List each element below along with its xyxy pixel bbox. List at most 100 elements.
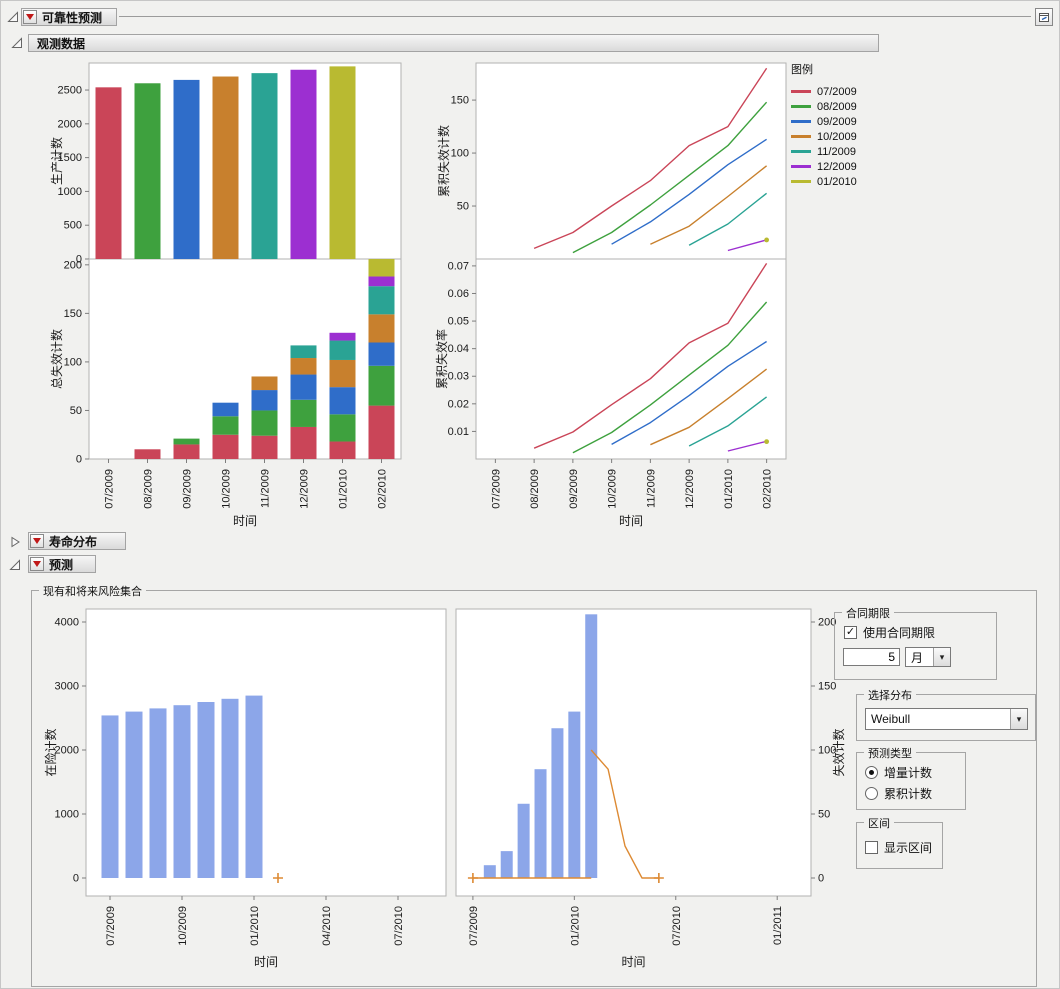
svg-text:10/2009: 10/2009 [607, 469, 619, 509]
observed-data-header[interactable]: 观测数据 [28, 34, 879, 52]
legend-item[interactable]: 12/2009 [791, 159, 921, 174]
legend-item[interactable]: 01/2010 [791, 174, 921, 189]
svg-text:02/2010: 02/2010 [762, 469, 774, 509]
plus-marker [653, 873, 664, 883]
radio-cumulative-count[interactable]: 累积计数 [865, 785, 932, 802]
svg-text:2500: 2500 [58, 85, 82, 97]
bar [134, 83, 161, 259]
risk-set-group-title: 现有和将来风险集合 [39, 583, 146, 599]
svg-text:0.05: 0.05 [448, 316, 469, 328]
red-triangle-icon [33, 538, 41, 544]
svg-text:01/2011: 01/2011 [772, 906, 784, 945]
forecast-failure-chart[interactable]: 0 50 100 150 200 07/2009 01/2010 07/2010 01/2011… [451, 601, 851, 986]
svg-text:100: 100 [451, 148, 469, 160]
radio-incremental-count[interactable]: 增量计数 [865, 764, 932, 781]
use-contract-length-checkbox[interactable]: ✓ 使用合同期限 [844, 624, 935, 641]
production_counts-svg[interactable]: 0 500 1000 1500 2000 2500 生产计数 [41, 55, 409, 267]
interval-title: 区间 [864, 815, 894, 831]
svg-text:01/2010: 01/2010 [723, 469, 735, 509]
stack-segment [368, 342, 395, 366]
series-line [533, 263, 768, 449]
legend-swatch [791, 180, 811, 183]
disclosure-open-icon[interactable] [9, 559, 21, 571]
risk-bar [197, 702, 215, 878]
select-distribution-title: 选择分布 [864, 687, 916, 703]
forecast_failures-svg[interactable]: 0 50 100 150 200 07/2009 01/2010 07/2010 01/2011… [451, 601, 851, 986]
bar [212, 76, 239, 259]
svg-text:50: 50 [457, 201, 469, 213]
red-triangle-menu-button[interactable] [30, 557, 44, 571]
select-distribution-group: 选择分布 Weibull ▾ [856, 687, 1036, 741]
y-axis-label: 累积失效率 [434, 329, 449, 389]
legend-item[interactable]: 07/2009 [791, 84, 921, 99]
interval-group: 区间 显示区间 [856, 815, 943, 869]
svg-text:0.04: 0.04 [448, 343, 469, 355]
life-distribution-header[interactable]: 寿命分布 [28, 532, 126, 550]
svg-text:08/2009: 08/2009 [143, 469, 155, 509]
production-count-chart[interactable]: 0 500 1000 1500 2000 2500 生产计数 [41, 55, 409, 267]
stack-segment [368, 365, 395, 406]
svg-text:0: 0 [76, 254, 82, 266]
show-interval-checkbox[interactable]: 显示区间 [865, 839, 932, 856]
x-axis-label: 时间 [233, 514, 257, 528]
risk_set-svg[interactable]: 0 1000 2000 3000 4000 07/2009 10/2009 01/2010 04… [41, 601, 471, 986]
svg-text:10/2009: 10/2009 [177, 906, 189, 946]
cumulative_failure_rate-svg[interactable]: 0.01 0.02 0.03 0.04 0.05 0.06 0.07 07/2009 08/20… [431, 258, 811, 531]
legend-swatch [791, 105, 811, 108]
cumulative_failure_counts-svg[interactable]: 50 100 150 累积失效计数 [431, 55, 811, 267]
legend-label: 09/2009 [817, 115, 857, 128]
disclosure-collapsed-icon[interactable] [9, 536, 21, 548]
svg-text:07/2010: 07/2010 [671, 906, 683, 946]
contract-length-input[interactable] [843, 648, 900, 666]
risk-set-chart[interactable]: 0 1000 2000 3000 4000 07/2009 10/2009 01/2010 04… [41, 601, 471, 986]
forecast-header[interactable]: 预测 [28, 555, 96, 573]
risk-bar [245, 695, 263, 878]
root-outline-header[interactable]: 可靠性预测 [21, 8, 117, 26]
distribution-dropdown[interactable]: Weibull ▾ [865, 708, 1028, 730]
disclosure-open-icon[interactable] [7, 11, 19, 23]
x-axis-label: 时间 [619, 514, 643, 528]
stack-segment [134, 449, 161, 459]
red-triangle-menu-button[interactable] [30, 534, 44, 548]
series-point [764, 237, 770, 243]
plot-frame [85, 608, 447, 897]
legend-item[interactable]: 10/2009 [791, 129, 921, 144]
legend-item[interactable]: 08/2009 [791, 99, 921, 114]
forecast-type-title: 预测类型 [864, 745, 916, 761]
show-interval-label: 显示区间 [884, 841, 933, 855]
stack-segment [212, 416, 239, 435]
total-failure-count-chart[interactable]: 0 50 100 150 200 07/2009 08/2009 09/2009 10/2009… [41, 258, 409, 531]
contract-unit-dropdown[interactable]: 月 ▾ [905, 647, 951, 667]
bar [173, 79, 200, 260]
failure-bar [517, 803, 530, 878]
stack-segment [251, 390, 278, 411]
cumulative-failure-count-chart[interactable]: 50 100 150 累积失效计数 [431, 55, 811, 267]
observed-data-title: 观测数据 [37, 36, 86, 51]
stack-segment [173, 444, 200, 459]
root-title: 可靠性预测 [42, 10, 103, 25]
svg-text:3000: 3000 [55, 681, 79, 693]
total_failure_counts-svg[interactable]: 0 50 100 150 200 07/2009 08/2009 09/2009 10/2009… [41, 258, 409, 531]
svg-text:02/2010: 02/2010 [377, 469, 389, 509]
legend-item[interactable]: 09/2009 [791, 114, 921, 129]
svg-text:0.02: 0.02 [448, 398, 469, 410]
stack-segment [290, 374, 317, 400]
legend-item[interactable]: 11/2009 [791, 144, 921, 159]
series-line [688, 396, 768, 447]
stack-segment [329, 387, 356, 415]
svg-text:100: 100 [818, 745, 836, 757]
window-icon [1039, 13, 1049, 22]
disclosure-open-icon[interactable] [11, 37, 23, 49]
cumulative-failure-rate-chart[interactable]: 0.01 0.02 0.03 0.04 0.05 0.06 0.07 07/2009 08/20… [431, 258, 811, 531]
header-rule [119, 16, 1031, 17]
y-axis-label: 失效计数 [831, 728, 846, 776]
legend-items: 07/2009 08/2009 09/2009 10/2009 11/2009 12/20… [791, 84, 921, 189]
series-point [764, 439, 770, 445]
series-line [533, 67, 768, 250]
window-controls-button[interactable] [1035, 8, 1053, 26]
svg-text:50: 50 [70, 405, 82, 417]
stack-segment [329, 441, 356, 459]
svg-text:10/2009: 10/2009 [221, 469, 233, 509]
x-axis-label: 时间 [621, 955, 645, 969]
red-triangle-menu-button[interactable] [23, 10, 37, 24]
